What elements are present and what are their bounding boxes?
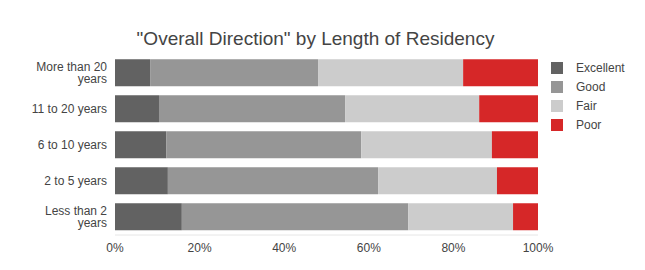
svg-text:80%: 80% [441,241,465,255]
html-text:"Overall Direction" by Length: "Overall Direction" by Length of Residen… [136,28,495,49]
svg-text:11 to 20 years: 11 to 20 years [32,102,107,116]
svg-text:0%: 0% [106,241,124,255]
svg-text:More than 20years: More than 20years [36,60,107,86]
html-text:Poor: Poor [576,117,602,132]
svg-text:20%: 20% [188,241,212,255]
html-text:Good: Good [576,79,606,94]
svg-text:60%: 60% [357,241,381,255]
svg-text:2 to 5 years: 2 to 5 years [44,174,107,188]
svg-text:100%: 100% [523,241,554,255]
svg-text:Less than 2years: Less than 2years [45,204,107,230]
svg-text:40%: 40% [272,241,296,255]
html-text:Excellent: Excellent [576,60,625,75]
svg-text:6 to 10 years: 6 to 10 years [38,138,107,152]
html-text:Fair: Fair [576,98,597,113]
